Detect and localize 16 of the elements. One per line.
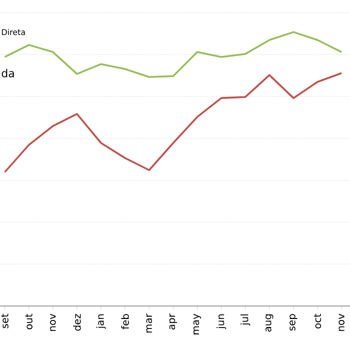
x-tick-label: nov	[50, 314, 56, 331]
x-tick-label: dez	[73, 314, 81, 331]
x-tick-label: jan	[96, 314, 106, 329]
x-tick-label: apr	[169, 314, 178, 330]
annotation: da	[2, 68, 14, 78]
x-tick-label: jul	[240, 314, 250, 326]
x-tick-label: out	[25, 314, 32, 330]
x-tick-label: aug	[266, 314, 274, 332]
x-tick-label: jun	[216, 314, 226, 330]
x-tick-label: sep	[290, 314, 298, 331]
x-tick-label: nov	[338, 314, 344, 331]
x-tick-label: mar	[146, 314, 152, 333]
x-tick-label: oct	[314, 314, 322, 328]
x-tick-label: set	[1, 314, 8, 328]
x-tick-label: may	[193, 314, 202, 334]
x-tick-label: feb	[121, 314, 129, 330]
